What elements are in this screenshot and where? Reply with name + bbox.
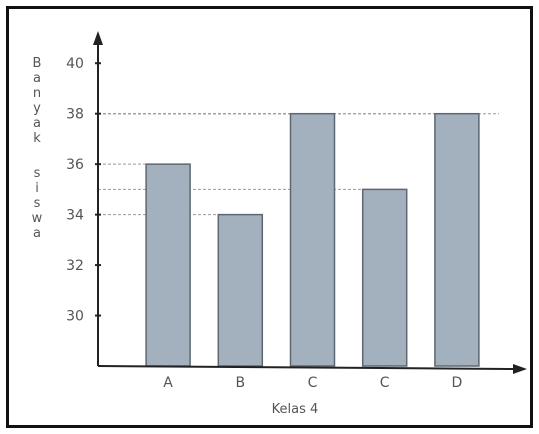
bar-1 [145,163,191,367]
x-tick-label: A [163,375,173,391]
x-tick-label: D [452,375,463,391]
y-ticks-group: 30 32 34 36 38 40 [66,56,101,325]
y-label-letter: B [33,56,42,71]
bars-group [145,112,480,367]
y-label-letter: i [35,181,39,196]
x-axis-line [97,365,516,370]
y-label-letter: s [34,196,41,211]
y-tick-label: 34 [66,208,84,224]
x-axis-arrow-icon [513,364,527,374]
bar-2 [217,213,264,367]
y-label-letter: k [33,131,41,146]
x-tick-label: C [380,375,390,391]
y-tick-label: 38 [66,107,84,123]
bar-3 [289,112,336,367]
x-tick-label: C [308,375,318,391]
y-tick-label: 32 [66,258,84,274]
bar-4 [361,188,408,367]
y-axis-arrow-icon [93,31,103,45]
y-tick-label: 36 [66,157,84,173]
y-label-letter: a [33,116,41,131]
x-axis-label: Kelas 4 [272,402,319,417]
y-tick-label: 40 [66,56,84,72]
y-label-letter: w [32,211,43,226]
y-label-letter: n [33,86,41,101]
axes-group [93,31,527,374]
y-label-letter: s [34,166,41,181]
y-label-letter: a [33,226,41,241]
y-label-letter: y [33,101,41,116]
x-tick-label: B [235,375,245,391]
y-tick-label: 30 [66,309,84,325]
y-label-letter: a [33,71,41,86]
bar-5 [434,112,480,367]
